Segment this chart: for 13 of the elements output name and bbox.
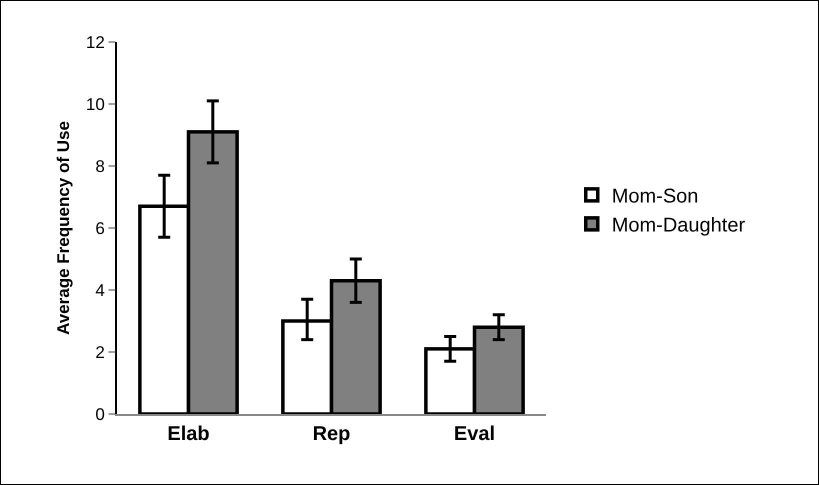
- y-tick-label: 4: [95, 280, 105, 300]
- x-tick-label: Eval: [454, 422, 496, 445]
- legend-label: Mom-Son: [612, 186, 698, 208]
- y-tick-label: 6: [95, 218, 105, 238]
- y-tick-label: 10: [86, 94, 105, 114]
- y-axis-title: Average Frequency of Use: [54, 121, 73, 335]
- y-tick-label: 12: [86, 32, 105, 52]
- legend-label: Mom-Daughter: [612, 214, 746, 237]
- x-tick-label: Rep: [312, 422, 350, 445]
- y-tick-label: 8: [95, 156, 105, 176]
- x-tick-label: Elab: [167, 422, 210, 445]
- y-tick-label: 2: [95, 342, 105, 362]
- y-tick-label: 0: [95, 404, 105, 424]
